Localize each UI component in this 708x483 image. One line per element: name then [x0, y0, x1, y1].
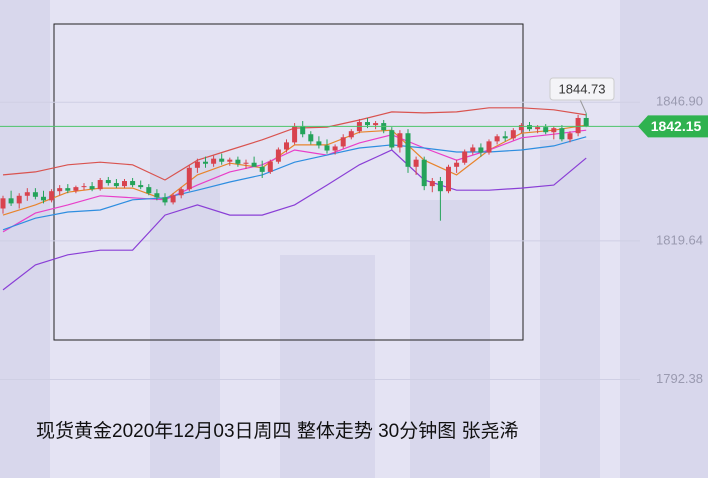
candle-body: [454, 162, 460, 167]
candle-body: [65, 188, 71, 191]
candle-body: [89, 186, 95, 190]
candle-body: [332, 146, 338, 151]
candle-body: [16, 195, 22, 204]
candle-body: [259, 166, 265, 172]
candle-body: [316, 141, 322, 146]
candle-body: [527, 125, 532, 130]
candle-body: [567, 133, 573, 140]
candle-body: [389, 130, 395, 148]
candle-body: [510, 130, 516, 139]
candle-body: [227, 159, 233, 162]
candle-body: [154, 193, 160, 198]
candle-body: [243, 162, 249, 164]
candle-body: [219, 158, 225, 162]
candle-body: [292, 126, 298, 143]
candle-body: [340, 137, 346, 147]
candle-body: [462, 151, 468, 163]
candle-body: [421, 159, 427, 187]
candle-body: [8, 198, 14, 204]
y-tick-label: 1846.90: [656, 94, 703, 109]
indicator-line: [2, 149, 587, 291]
candle-body: [41, 196, 46, 201]
candle-body: [413, 159, 419, 167]
candle-body: [373, 123, 379, 126]
candle-body: [470, 147, 476, 152]
candle-body: [170, 195, 176, 203]
candle-body: [365, 122, 370, 126]
candle-body: [146, 187, 152, 194]
candle-body: [162, 197, 168, 203]
high-badge: [549, 77, 615, 101]
candle-body: [502, 136, 508, 139]
candle-body: [446, 166, 451, 192]
high-label: 1844.73: [559, 81, 606, 96]
candle-body: [57, 188, 63, 192]
candle-body: [397, 133, 403, 148]
candle-body: [324, 145, 330, 151]
candle-body: [49, 191, 55, 201]
candle-body: [122, 181, 127, 187]
candle-body: [543, 127, 549, 133]
candle-body: [81, 186, 87, 188]
candle-body: [275, 149, 281, 162]
candle-body: [0, 198, 6, 209]
candle-body: [24, 192, 30, 196]
candle-body: [235, 159, 241, 164]
candle-body: [300, 126, 306, 135]
candle-body: [583, 117, 589, 127]
candle-body: [138, 185, 144, 188]
candle-body: [494, 136, 500, 142]
candle-body: [308, 134, 314, 142]
candle-body: [105, 180, 111, 184]
last-price-badge: [638, 115, 708, 138]
candle-body: [186, 167, 192, 190]
candle-body: [575, 117, 581, 134]
candle-body: [348, 131, 354, 138]
candle-body: [284, 142, 289, 150]
candle-body: [267, 161, 273, 172]
last-price-label: 1842.15: [651, 118, 702, 134]
candle-body: [405, 133, 411, 167]
candle-body: [551, 128, 557, 133]
chart-title: 现货黄金2020年12月03日周四 整体走势 30分钟图 张尧浠: [36, 420, 519, 442]
y-tick-label: 1792.38: [656, 371, 703, 386]
candle-body: [32, 192, 38, 197]
candle-body: [535, 127, 541, 130]
candle-body: [194, 161, 200, 168]
high-pointer: [579, 99, 587, 114]
frame: [53, 23, 524, 341]
candle-body: [97, 180, 103, 190]
candle-body: [130, 181, 136, 186]
candle-body: [559, 128, 565, 140]
candle-body: [437, 181, 443, 192]
candle-body: [251, 162, 257, 167]
candle-body: [178, 189, 184, 196]
y-tick-label: 1819.64: [656, 232, 703, 247]
candle-body: [203, 161, 208, 164]
candle-body: [478, 147, 484, 153]
candle-body: [211, 158, 217, 164]
candle-body: [429, 181, 435, 187]
candle-body: [486, 141, 492, 153]
candle-body: [518, 125, 524, 131]
candle-body: [73, 187, 79, 191]
candle-body: [113, 183, 119, 187]
